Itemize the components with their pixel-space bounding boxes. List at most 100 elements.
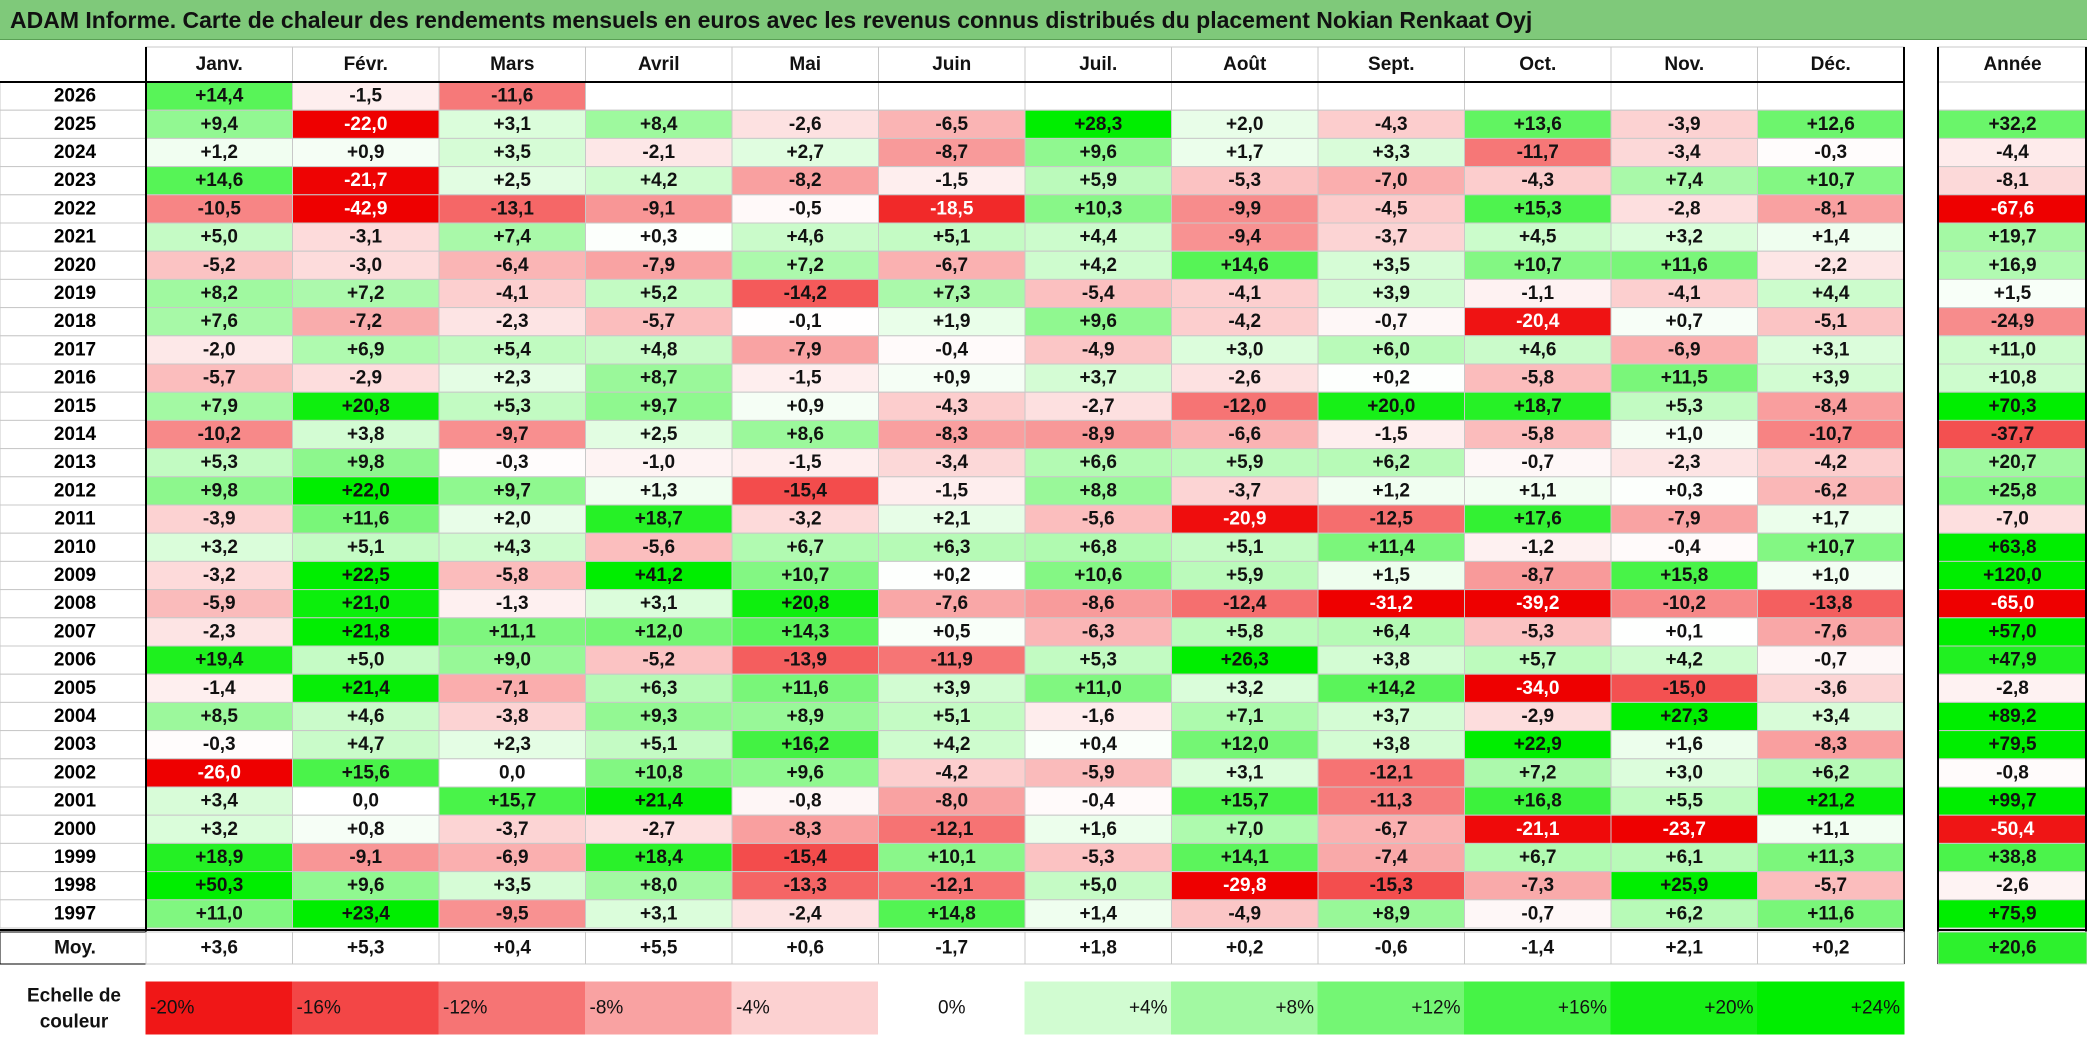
heatmap-cell-value: -2,1 <box>642 142 675 163</box>
heatmap-cell-value: -4,1 <box>1668 283 1701 304</box>
heatmap-cell-value: +4,6 <box>786 227 824 248</box>
color-scale-swatch <box>292 981 440 1035</box>
heatmap-cell <box>438 307 586 337</box>
heatmap-cell <box>1757 758 1905 788</box>
heatmap-cell <box>292 758 440 788</box>
heatmap-cell-value: -39,2 <box>1516 593 1559 614</box>
heatmap-cell-value: -20,4 <box>1516 311 1560 332</box>
heatmap-cell <box>1464 730 1612 760</box>
heatmap-cell <box>1610 730 1758 760</box>
heatmap-cell <box>1024 899 1172 929</box>
heatmap-cell-value: +4,5 <box>1519 227 1557 248</box>
year-label: 2007 <box>54 621 96 642</box>
average-cell-value: +3,6 <box>200 938 238 959</box>
heatmap-cell-value: -6,3 <box>1082 621 1115 642</box>
heatmap-cell-value: +20,0 <box>1367 396 1415 417</box>
annual-cell-value: +25,8 <box>1988 480 2036 501</box>
heatmap-cell-value: +9,7 <box>493 480 531 501</box>
heatmap-cell-value: -1,5 <box>349 86 382 107</box>
heatmap-cell-value: +8,6 <box>786 424 824 445</box>
month-header-cell <box>438 46 586 83</box>
heatmap-cell-value: +21,4 <box>342 678 391 699</box>
annual-cell-value: +120,0 <box>1983 565 2042 586</box>
heatmap-cell-value: -1,2 <box>1521 537 1554 558</box>
heatmap-cell <box>1024 363 1172 393</box>
heatmap-cell <box>585 222 733 252</box>
heatmap-cell-value: +11,0 <box>1075 678 1122 699</box>
heatmap-cell-value: -4,2 <box>1814 452 1847 473</box>
heatmap-cell-value: -5,8 <box>496 565 529 586</box>
heatmap-cell-value: -6,7 <box>1375 819 1408 840</box>
heatmap-cell <box>1024 560 1172 591</box>
month-header-label: Juin <box>932 54 971 75</box>
heatmap-cell-value: -8,3 <box>1814 734 1847 755</box>
heatmap-cell <box>1171 476 1319 506</box>
heatmap-cell-value: -0,4 <box>1082 791 1115 812</box>
heatmap-cell-value: +18,4 <box>635 847 684 868</box>
heatmap-cell <box>585 532 733 562</box>
heatmap-cell <box>1024 532 1172 562</box>
heatmap-cell-value: +3,4 <box>1812 706 1850 727</box>
heatmap-cell-value: -2,3 <box>1668 452 1701 473</box>
month-header-label: Févr. <box>344 54 388 75</box>
heatmap-cell-value: +0,9 <box>933 368 971 389</box>
heatmap-cell <box>1757 899 1905 929</box>
heatmap-cell <box>1757 109 1905 139</box>
heatmap-cell-value: -29,8 <box>1223 875 1266 896</box>
color-scale-swatch <box>1757 981 1905 1035</box>
month-header-label: Janv. <box>196 54 243 75</box>
heatmap-cell-value: +2,3 <box>493 368 531 389</box>
heatmap-cell <box>1171 504 1319 534</box>
heatmap-cell-value: +8,9 <box>786 706 824 727</box>
heatmap-cell <box>292 307 440 337</box>
heatmap-cell <box>1464 194 1612 224</box>
year-label: 2005 <box>54 678 97 699</box>
heatmap-cell <box>585 645 733 675</box>
heatmap-cell <box>878 81 1026 111</box>
heatmap-cell <box>1464 645 1612 675</box>
heatmap-cell-value: +6,9 <box>347 339 385 360</box>
heatmap-cell-value: -6,5 <box>935 114 968 135</box>
heatmap-cell-value: -13,3 <box>784 875 827 896</box>
heatmap-cell <box>1317 391 1465 421</box>
heatmap-cell <box>1317 250 1465 280</box>
year-label-cell <box>0 81 147 111</box>
heatmap-cell-value: +1,1 <box>1519 480 1557 501</box>
heatmap-cell-value: -3,9 <box>1668 114 1701 135</box>
heatmap-cell <box>1610 476 1758 506</box>
heatmap-cell <box>438 448 586 478</box>
month-header-label: Oct. <box>1519 54 1556 75</box>
heatmap-cell <box>1317 786 1465 816</box>
heatmap-cell-value: +5,7 <box>1519 650 1557 671</box>
heatmap-cell-value: +6,3 <box>933 537 971 558</box>
heatmap-cell <box>585 476 733 506</box>
heatmap-cell <box>731 109 879 139</box>
heatmap-cell <box>438 730 586 760</box>
heatmap-cell <box>145 166 293 196</box>
heatmap-cell <box>1757 645 1905 675</box>
heatmap-cell <box>1757 307 1905 337</box>
heatmap-cell-value: +7,6 <box>200 311 238 332</box>
heatmap-cell-value: +3,0 <box>1665 762 1703 783</box>
heatmap-cell-value: +9,6 <box>786 762 824 783</box>
heatmap-cell <box>1024 758 1172 788</box>
heatmap-cell-value: +1,2 <box>1372 480 1410 501</box>
heatmap-cell-value: +4,4 <box>1079 227 1117 248</box>
heatmap-cell <box>292 391 440 421</box>
year-label: 2003 <box>54 734 96 755</box>
heatmap-cell-value: +9,4 <box>200 114 238 135</box>
heatmap-cell <box>292 701 440 732</box>
heatmap-cell <box>1317 335 1465 365</box>
heatmap-cell <box>1610 532 1758 562</box>
heatmap-cell-value: +3,3 <box>1372 142 1410 163</box>
heatmap-cell <box>1317 278 1465 309</box>
heatmap-cell-value: +0,1 <box>1665 621 1703 642</box>
heatmap-cell <box>145 278 293 309</box>
year-label-cell <box>0 899 147 929</box>
heatmap-cell <box>292 589 440 619</box>
heatmap-cell-value: +3,5 <box>1372 255 1410 276</box>
heatmap-cell-value: +22,5 <box>342 565 391 586</box>
annual-cell-value: +20,7 <box>1988 452 2036 473</box>
annual-cell-value: +11,0 <box>1989 339 2036 360</box>
heatmap-cell-value: -5,3 <box>1228 170 1261 191</box>
